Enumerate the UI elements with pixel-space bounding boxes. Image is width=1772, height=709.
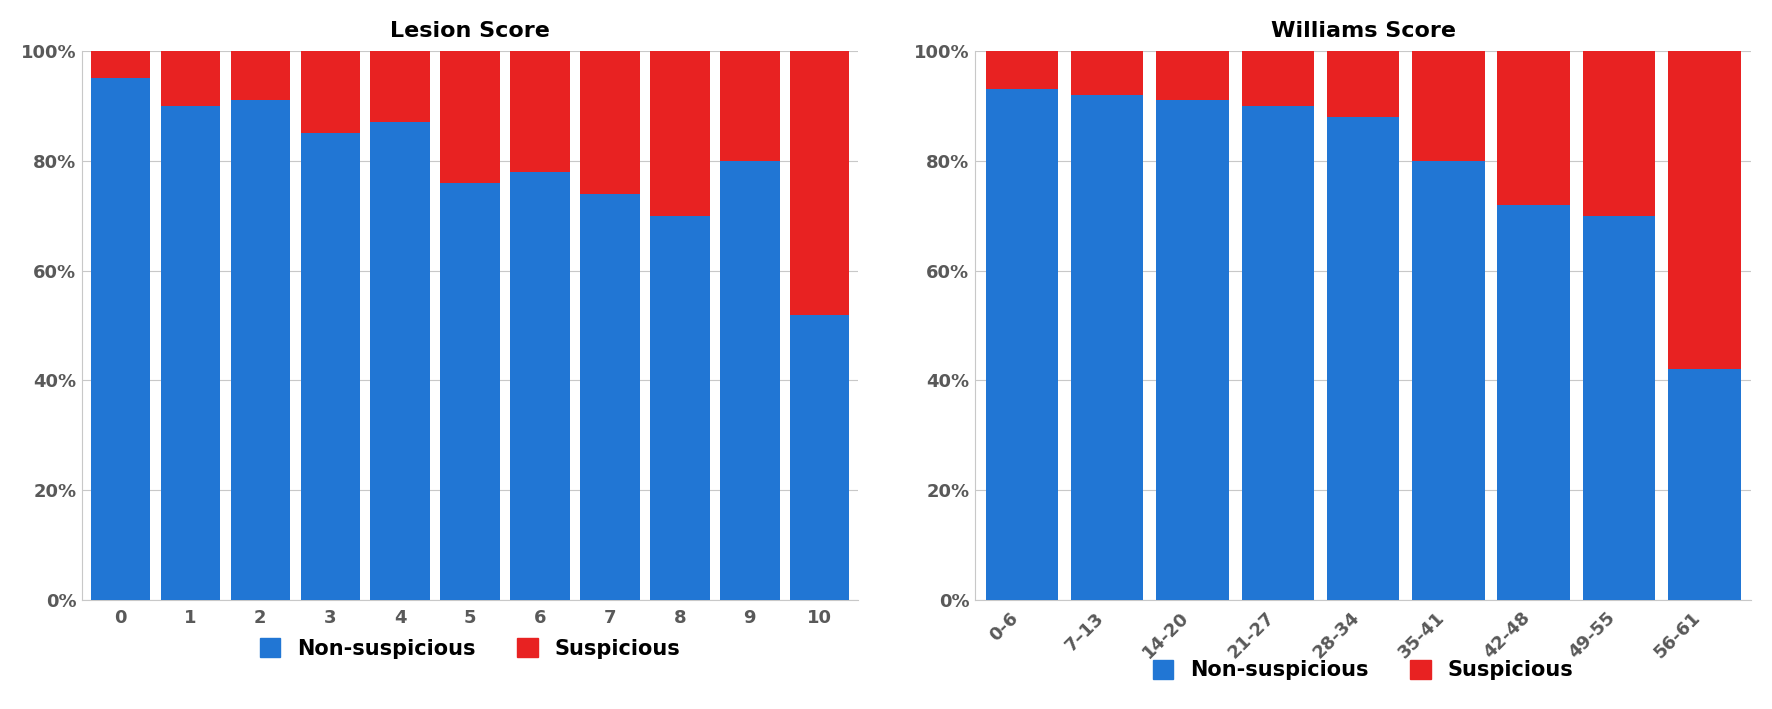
Title: Williams Score: Williams Score xyxy=(1271,21,1455,41)
Bar xyxy=(719,161,780,601)
Bar xyxy=(90,78,151,601)
Bar xyxy=(370,51,431,122)
Bar xyxy=(985,89,1058,601)
Title: Lesion Score: Lesion Score xyxy=(390,21,549,41)
Bar xyxy=(1497,51,1570,205)
Bar xyxy=(1582,51,1655,216)
Legend: Non-suspicious, Suspicious: Non-suspicious, Suspicious xyxy=(252,630,689,667)
Bar xyxy=(230,100,291,601)
Bar xyxy=(1412,161,1485,601)
Bar xyxy=(161,106,220,601)
Bar xyxy=(1155,51,1228,100)
Bar xyxy=(1070,95,1143,601)
Bar xyxy=(1070,51,1143,95)
Bar xyxy=(719,51,780,161)
Bar xyxy=(510,172,571,601)
Bar xyxy=(650,51,709,216)
Bar xyxy=(1412,51,1485,161)
Legend: Non-suspicious, Suspicious: Non-suspicious, Suspicious xyxy=(1145,652,1582,689)
Bar xyxy=(1327,51,1400,117)
Bar xyxy=(1667,369,1740,601)
Bar xyxy=(790,315,849,601)
Bar xyxy=(579,194,640,601)
Bar xyxy=(230,51,291,100)
Bar xyxy=(90,51,151,78)
Bar xyxy=(1242,106,1315,601)
Bar xyxy=(579,51,640,194)
Bar xyxy=(1497,205,1570,601)
Bar xyxy=(1327,117,1400,601)
Bar xyxy=(790,51,849,315)
Bar xyxy=(161,51,220,106)
Bar xyxy=(441,51,500,183)
Bar xyxy=(441,183,500,601)
Bar xyxy=(1582,216,1655,601)
Bar xyxy=(650,216,709,601)
Bar xyxy=(370,122,431,601)
Bar xyxy=(1667,51,1740,369)
Bar xyxy=(510,51,571,172)
Bar xyxy=(985,51,1058,89)
Bar xyxy=(1242,51,1315,106)
Bar xyxy=(301,51,360,133)
Bar xyxy=(301,133,360,601)
Bar xyxy=(1155,100,1228,601)
